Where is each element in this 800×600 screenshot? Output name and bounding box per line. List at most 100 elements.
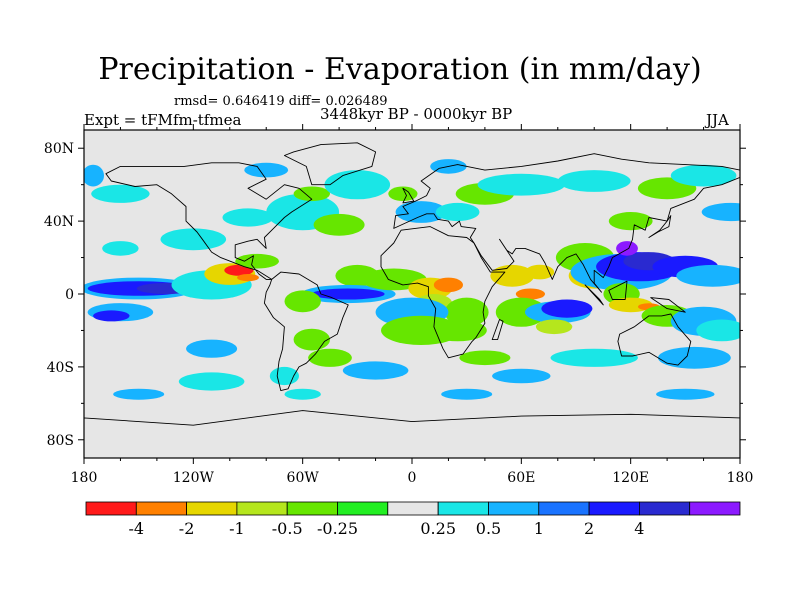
colorbar-box — [588, 501, 640, 516]
x-tick-label: 180 — [727, 470, 754, 486]
chart-title: Precipitation - Evaporation (in mm/day) — [98, 52, 702, 87]
coastline — [617, 313, 692, 366]
field-patch — [676, 264, 740, 287]
field-patch — [102, 241, 139, 256]
colorbar-box — [387, 501, 439, 516]
field-patch — [701, 202, 740, 222]
y-axis: 80N 40N 0 40S 80S — [44, 141, 746, 449]
field-patch — [178, 372, 245, 391]
field-patch — [222, 208, 274, 227]
colorbar-label: 1 — [534, 519, 544, 538]
field-patch — [656, 388, 715, 400]
field-patch — [608, 212, 653, 231]
field-patch — [342, 361, 409, 380]
field-patch — [324, 170, 391, 200]
field-patch — [84, 164, 104, 187]
field-patch — [477, 173, 565, 196]
field-patch — [186, 339, 238, 358]
y-tick-label: 0 — [65, 287, 74, 303]
x-tick-label: 60E — [507, 470, 535, 486]
colorbar-label: -0.5 — [272, 519, 303, 538]
field-patch — [395, 201, 447, 223]
coastline — [608, 280, 628, 300]
coastline — [402, 187, 415, 204]
field-patch — [435, 202, 480, 222]
field-patch — [557, 170, 631, 192]
colorbar-box — [437, 501, 489, 516]
field-patch — [535, 319, 573, 335]
colorbar-label: 0.25 — [420, 519, 456, 538]
coastline — [283, 142, 377, 186]
colorbar-box — [135, 501, 188, 516]
colorbar-label: 4 — [634, 519, 644, 538]
colorbar-box — [85, 501, 137, 516]
field-patch — [444, 297, 489, 327]
coastline — [584, 284, 604, 306]
field-patch — [293, 328, 330, 351]
field-patch — [515, 288, 546, 300]
y-tick-label: 40N — [44, 214, 74, 230]
field-patch — [284, 290, 321, 313]
field-patch — [308, 348, 352, 367]
colorbar-label: -4 — [129, 519, 145, 538]
coastline — [393, 153, 740, 293]
period-label: 3448kyr BP - 0000kyr BP — [320, 105, 513, 123]
x-tick-label: 60W — [287, 470, 320, 486]
y-tick-label: 80N — [44, 141, 74, 157]
colorbar-box — [286, 501, 338, 516]
colorbar-label: 2 — [584, 519, 594, 538]
experiment-label: Expt = tFMfm-tfmea — [84, 111, 242, 129]
x-tick-label: 120E — [612, 470, 649, 486]
field-patch — [381, 315, 462, 345]
colorbar-box — [689, 501, 741, 516]
coastline — [105, 162, 313, 280]
colorbar-label: -2 — [179, 519, 195, 538]
field-patch — [160, 228, 227, 251]
coastline — [648, 215, 672, 238]
colorbar-label: -1 — [229, 519, 245, 538]
field-patch — [91, 184, 150, 203]
field-patch — [492, 368, 551, 384]
field-patch — [388, 186, 418, 202]
coastline — [84, 410, 740, 458]
coastline — [263, 271, 349, 392]
colorbar-box — [538, 501, 590, 516]
colorbar-box — [186, 501, 238, 516]
colorbar-box — [337, 501, 389, 516]
field-patch — [550, 348, 638, 367]
colorbar: -4 -2 -1 -0.5 -0.25 0.25 0.5 1 2 4 — [85, 501, 741, 538]
field-patch — [696, 319, 740, 342]
x-tick-label: 180 — [71, 470, 98, 486]
y-tick-label: 80S — [47, 433, 74, 449]
field-patch — [293, 186, 330, 202]
colorbar-box — [488, 501, 540, 516]
coastline — [491, 319, 504, 341]
field-patch — [658, 346, 731, 369]
field-patch — [459, 350, 511, 366]
field-patch — [525, 264, 555, 280]
field-patch — [490, 264, 535, 287]
field-patch — [313, 213, 365, 236]
field-patch — [237, 274, 259, 282]
coastline — [650, 297, 686, 313]
field-patch — [235, 253, 279, 269]
colorbar-box — [639, 501, 691, 516]
y-tick-label: 40S — [47, 360, 74, 376]
field-patch — [311, 288, 385, 300]
field-patch — [441, 388, 493, 400]
colorbar-label: 0.5 — [476, 519, 501, 538]
field-patch — [541, 299, 593, 318]
colorbar-label: -0.25 — [317, 519, 358, 538]
field-patch — [93, 310, 130, 322]
x-tick-label: 120W — [173, 470, 215, 486]
field-patch — [269, 366, 299, 386]
x-axis: 180 120W 60W 0 60E 120E 180 — [71, 124, 754, 486]
stats-text: rmsd= 0.646419 diff= 0.026489 — [174, 94, 388, 109]
season-label: JJA — [706, 111, 729, 129]
field-patch — [113, 388, 165, 400]
field-patch — [670, 164, 737, 187]
coastline — [380, 226, 506, 359]
colorbar-box — [236, 501, 288, 516]
field-patch — [433, 277, 463, 293]
